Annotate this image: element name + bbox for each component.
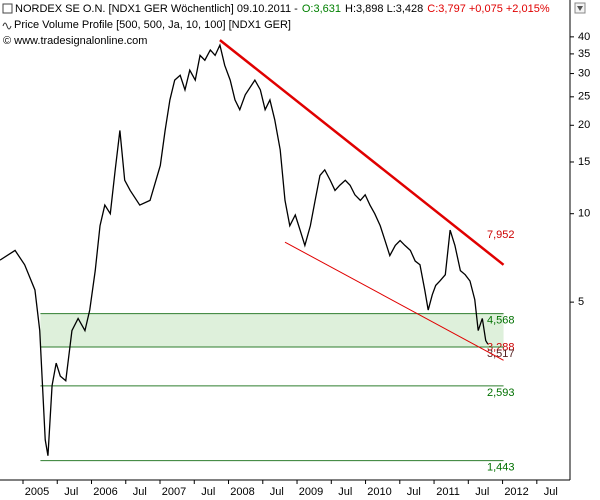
x-tick-label: Jul [270,486,284,498]
x-tick-label: 2005 [25,486,49,498]
x-tick-label: 2008 [230,486,254,498]
x-tick-label: 2007 [162,486,186,498]
trend-line [219,39,505,266]
y-tick-label: 20 [578,119,590,131]
x-tick-label: Jul [201,486,215,498]
x-tick-label: Jul [544,486,558,498]
x-tick-label: Jul [133,486,147,498]
header-line: NORDEX SE O.N. [NDX1 GER Wöchentlich] 09… [15,3,550,15]
header-part: NORDEX SE O.N. [NDX1 GER Wöchentlich] 09… [15,3,298,15]
x-tick-label: 2012 [504,486,528,498]
y-tick-label: 25 [578,91,590,103]
header-line: © www.tradesignalonline.com [3,35,147,47]
header-line: Price Volume Profile [500, 500, Ja, 10, … [14,19,291,31]
y-tick-label: 30 [578,67,590,79]
x-tick-label: Jul [407,486,421,498]
header-part: O:3,631 [302,3,341,15]
y-tick-label: 40 [578,31,590,43]
header-icon [2,3,13,14]
x-tick-label: Jul [64,486,78,498]
y-tick-label: 10 [578,208,590,220]
level-label: 3,517 [487,348,515,360]
x-tick-label: Jul [338,486,352,498]
y-tick-label: 5 [578,296,584,308]
header-part: C:3,797 +0,075 +2,015% [427,3,550,15]
price-line [0,43,489,456]
x-tick-label: 2006 [93,486,117,498]
level-label: 7,952 [487,229,515,241]
x-tick-label: 2010 [367,486,391,498]
level-label: 1,443 [487,462,515,474]
level-label: 4,568 [487,315,515,327]
x-tick-label: Jul [475,486,489,498]
header-part: H:3,898 L:3,428 [345,3,423,15]
y-tick-label: 15 [578,156,590,168]
zone [40,313,504,348]
x-tick-label: 2011 [436,486,460,498]
menu-arrow [577,6,583,11]
y-tick-label: 35 [578,48,590,60]
level-label: 2,593 [487,387,515,399]
trend-line [284,241,504,361]
x-tick-label: 2009 [299,486,323,498]
header: NORDEX SE O.N. [NDX1 GER Wöchentlich] 09… [2,3,550,47]
indicator-icon [2,22,12,30]
